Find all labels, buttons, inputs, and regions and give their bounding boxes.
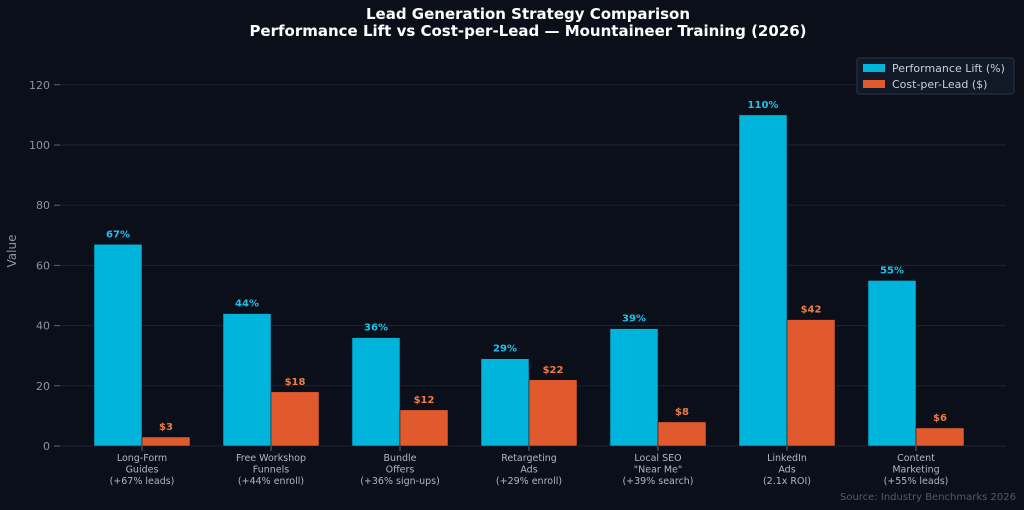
x-tick-label: Long-Form Guides (+67% leads)	[110, 453, 175, 487]
x-tick-label: Local SEO "Near Me" (+39% search)	[622, 453, 693, 487]
x-tick-label-line: (+36% sign-ups)	[360, 476, 440, 487]
bar-performance	[609, 328, 659, 447]
x-tick-label-line: (+44% enroll)	[238, 476, 304, 487]
bar-cost	[141, 436, 191, 447]
bars	[93, 114, 965, 447]
x-tick-label: LinkedIn Ads (2.1x ROI)	[763, 453, 811, 487]
x-tick-label-line: Offers	[386, 465, 415, 476]
y-tick-label: 120	[29, 79, 50, 92]
legend-label-cost: Cost-per-Lead ($)	[892, 78, 987, 91]
x-tick-label: Bundle Offers (+36% sign-ups)	[360, 453, 440, 487]
data-label-performance: 29%	[493, 344, 517, 355]
x-axis-ticks: Long-Form Guides (+67% leads) Free Workshop…	[110, 446, 949, 487]
data-label-performance: 44%	[235, 299, 259, 310]
x-tick-label-line: Retargeting	[501, 453, 557, 464]
legend: Performance Lift (%) Cost-per-Lead ($)	[856, 57, 1015, 95]
y-tick-label: 60	[36, 259, 50, 272]
bar-cost	[786, 319, 836, 447]
x-tick-label-line: Bundle	[383, 453, 416, 464]
source-note: Source: Industry Benchmarks 2026	[840, 492, 1016, 503]
x-tick-label-line: (+39% search)	[622, 476, 693, 487]
bar-cost	[270, 391, 320, 447]
x-tick-label-line: Guides	[126, 465, 159, 476]
bar-cost	[528, 379, 578, 447]
y-tick-label: 20	[36, 380, 50, 393]
x-tick-label-line: "Near Me"	[634, 465, 682, 476]
bar-performance	[867, 280, 917, 447]
data-label-cost: $42	[801, 305, 822, 316]
y-tick-label: 40	[36, 320, 50, 333]
x-tick-label: Content Marketing (+55% leads)	[884, 453, 949, 487]
x-tick-label: Retargeting Ads (+29% enroll)	[496, 453, 562, 487]
data-label-performance: 39%	[622, 314, 646, 325]
chart-subtitle: Performance Lift vs Cost-per-Lead — Moun…	[249, 22, 806, 40]
data-label-performance: 67%	[106, 229, 130, 240]
legend-box	[856, 57, 1015, 95]
x-tick-label-line: Free Workshop	[236, 453, 306, 464]
data-label-cost: $22	[543, 365, 564, 376]
data-label-cost: $6	[933, 413, 947, 424]
bar-cost	[915, 427, 965, 447]
data-label-cost: $12	[414, 395, 435, 406]
x-tick-label-line: Marketing	[892, 465, 939, 476]
x-tick-label-line: Content	[897, 453, 935, 464]
x-tick-label-line: (2.1x ROI)	[763, 476, 811, 487]
x-tick-label: Free Workshop Funnels (+44% enroll)	[236, 453, 306, 487]
x-tick-label-line: Long-Form	[117, 453, 167, 464]
bar-performance	[222, 313, 272, 447]
x-tick-label-line: (+29% enroll)	[496, 476, 562, 487]
y-tick-label: 0	[43, 440, 50, 453]
legend-swatch-cost	[863, 80, 885, 88]
data-label-cost: $8	[675, 407, 689, 418]
bar-cost	[657, 421, 707, 447]
y-axis-ticks: 0 20 40 60 80 100 120	[29, 79, 60, 453]
x-tick-label-line: Ads	[520, 465, 537, 476]
bar-performance	[351, 337, 401, 447]
data-label-performance: 110%	[748, 100, 779, 111]
x-tick-label-line: (+67% leads)	[110, 476, 175, 487]
bar-performance	[738, 114, 788, 447]
data-label-cost: $3	[159, 422, 173, 433]
x-tick-label-line: Local SEO	[634, 453, 681, 464]
data-labels: 67% $3 44% $18 36% $12 29% $22 39% $8 110% $42 55% $6	[106, 100, 947, 433]
x-tick-label-line: Ads	[778, 465, 795, 476]
x-tick-label-line: LinkedIn	[767, 453, 807, 464]
x-tick-label-line: (+55% leads)	[884, 476, 949, 487]
legend-label-performance: Performance Lift (%)	[892, 62, 1005, 75]
grid-lines	[60, 84, 1006, 447]
bar-performance	[480, 358, 530, 447]
y-tick-label: 100	[29, 139, 50, 152]
legend-swatch-performance	[863, 64, 885, 72]
y-axis-label: Value	[5, 235, 19, 268]
x-tick-label-line: Funnels	[253, 465, 289, 476]
y-tick-label: 80	[36, 199, 50, 212]
data-label-cost: $18	[285, 377, 306, 388]
bar-performance	[93, 244, 143, 447]
data-label-performance: 55%	[880, 265, 904, 276]
chart-title: Lead Generation Strategy Comparison	[366, 5, 690, 23]
bar-cost	[399, 409, 449, 447]
data-label-performance: 36%	[364, 323, 388, 334]
